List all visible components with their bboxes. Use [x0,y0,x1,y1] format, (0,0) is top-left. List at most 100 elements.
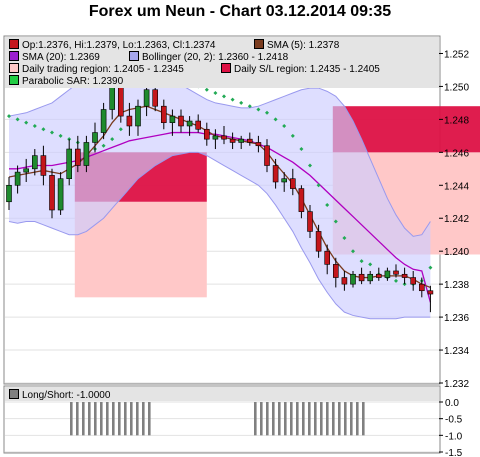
legend-swatch-long-short [9,389,19,399]
legend-daily-region-text: Daily trading region: 1.2405 - 1.2345 [22,64,184,75]
legend-daily-sl-text: Daily S/L region: 1.2435 - 1.2405 [234,64,380,75]
legend-daily-sl: Daily S/L region: 1.2435 - 1.2405 [221,63,380,75]
candle-body [332,264,339,278]
candle-body [169,115,176,123]
chart-title: Forex um Neun - Chart 03.12.2014 09:35 [88,3,392,20]
candle-body [384,270,391,278]
bollinger-lower-line [8,151,431,320]
long-short-bar [350,402,353,436]
price-axis: 1.232 1.234 1.236 1.238 1.240 1.242 1.244 1.246… [439,49,469,390]
sar-point [222,94,226,99]
candle-body [118,82,124,117]
candle-body [186,120,193,127]
sub-y-tick-label: -1.0 [445,431,463,442]
sar-point [101,143,106,148]
candle-body [289,178,296,189]
candle-body [152,89,158,107]
candle-body [427,290,434,295]
candle-body [14,171,21,186]
sar-point [7,114,11,119]
sar-point [58,133,63,138]
candle-body [92,132,98,143]
candle-body [195,120,201,130]
legend-sma5-text: SMA (5): 1.2378 [267,40,340,51]
legend-swatch-bollinger [129,51,139,61]
long-short-bar [332,402,335,436]
candle-body [375,273,382,278]
long-short-bar [356,402,359,436]
candle-body [350,273,356,285]
sub-y-tick-label: -0.5 [445,415,463,426]
sar-point [110,137,115,142]
long-short-bar [266,402,269,436]
legend-sma5: SMA (5): 1.2378 [254,39,339,51]
y-tick-label: 1.234 [444,346,469,357]
sar-point [256,107,261,112]
long-short-bar [70,402,73,436]
sar-point [428,265,433,270]
sar-point [368,262,373,267]
long-short-axis: 0.0 -0.5 -1.0 -1.5 [439,398,463,457]
sub-y-tick-label: -1.5 [445,448,463,457]
candle-body [66,148,72,179]
candle-body [367,273,374,282]
sub-legend: Long/Short: -1.0000 [9,389,110,401]
sar-point [15,117,20,122]
sar-point [333,219,338,224]
candle-body [315,231,322,252]
sar-point [41,127,46,132]
sar-point [359,259,364,264]
sar-point [204,87,209,92]
y-tick-label: 1.246 [444,148,469,159]
sar-point [265,110,269,115]
candle-body [204,128,210,140]
sar-point [290,133,295,138]
candle-body [31,155,38,170]
candle-body [126,115,133,127]
candle-body [40,155,47,176]
sar-point [351,249,355,254]
candle-body [272,165,279,183]
sar-point [50,130,54,135]
long-short-bar [278,402,281,436]
long-short-bar [302,402,305,436]
sub-legend-box [5,387,439,401]
legend-sma20-text: SMA (20): 1.2369 [22,52,100,63]
candle-body [49,175,55,211]
candles [6,76,434,313]
sar-point [247,104,252,109]
candle-body [212,135,219,140]
long-short-bar [314,402,317,436]
legend-swatch-sma5 [254,39,264,49]
sub-y-tick-label: 0.0 [445,398,459,409]
long-short-bar [106,402,109,436]
candle-body [75,148,81,166]
legend-bollinger-text: Bollinger (20, 2): 1.2360 - 1.2418 [142,52,289,63]
candle-body [418,283,425,292]
legend-swatch-daily-sl [221,63,231,73]
candle-body [410,277,417,285]
long-short-bar [100,402,103,436]
long-short-bar [94,402,97,436]
y-tick-label: 1.244 [444,181,469,192]
y-tick-label: 1.240 [444,247,469,258]
sar-point [308,163,312,168]
long-short-bars [70,402,365,436]
long-short-bar [254,402,257,436]
legend-sma20: SMA (20): 1.2369 [9,51,100,63]
legend-swatch-sma20 [9,51,19,61]
candle-body [143,89,150,107]
y-tick-label: 1.232 [444,379,469,390]
sar-point [325,203,330,208]
legend-swatch-ohlc [9,39,19,49]
long-short-bar [136,402,139,436]
candle-body [178,115,184,127]
sar-point [230,97,235,102]
sar-point [213,91,218,96]
candle-body [135,105,141,127]
long-short-bar [76,402,79,436]
sar-point [273,117,278,122]
long-short-bar [362,402,365,436]
legend-ohlc: Op:1.2376, Hi:1.2379, Lo:1.2363, Cl:1.23… [9,39,215,51]
